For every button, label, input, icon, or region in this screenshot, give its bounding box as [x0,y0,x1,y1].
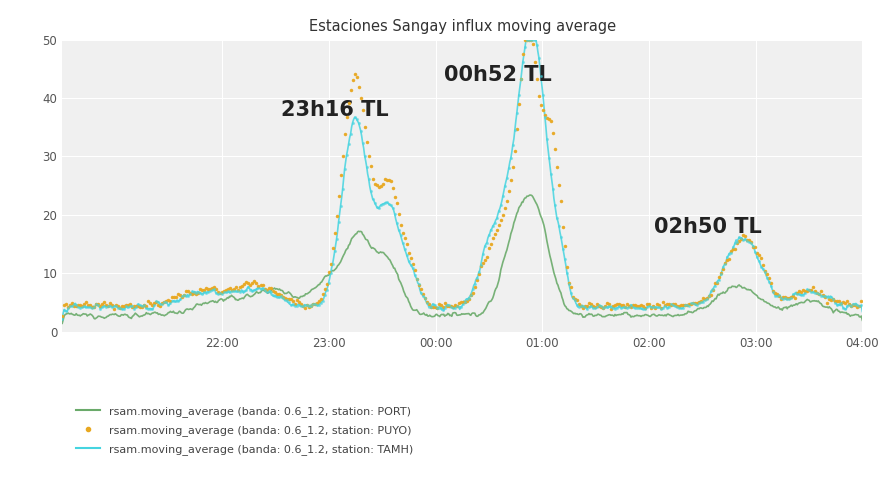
Text: 02h50 TL: 02h50 TL [654,216,762,237]
Text: 23h16 TL: 23h16 TL [281,99,388,120]
Legend: rsam.moving_average (banda: 0.6_1.2, station: PORT), rsam.moving_average (banda:: rsam.moving_average (banda: 0.6_1.2, sta… [76,406,413,454]
Text: 00h52 TL: 00h52 TL [444,65,552,85]
Title: Estaciones Sangay influx moving average: Estaciones Sangay influx moving average [308,19,616,34]
